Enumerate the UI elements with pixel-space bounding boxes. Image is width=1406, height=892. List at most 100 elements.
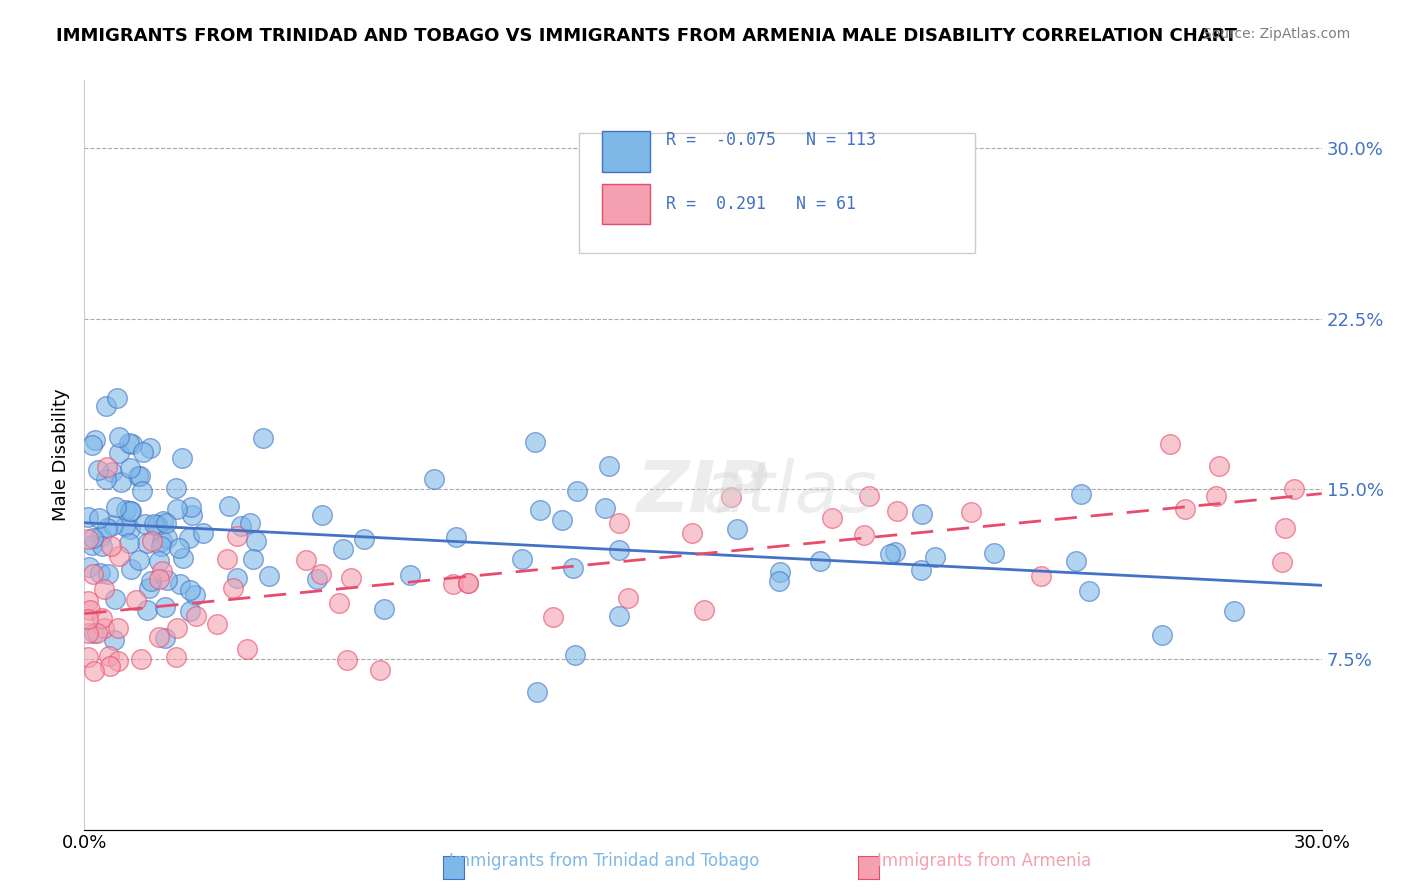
Point bbox=[353, 532, 375, 546]
Point bbox=[129, 468, 152, 483]
Point bbox=[179, 582, 201, 597]
Point bbox=[110, 475, 132, 489]
Point bbox=[1070, 487, 1092, 501]
Point bbox=[101, 465, 124, 479]
Point bbox=[184, 588, 207, 602]
Point bbox=[924, 549, 946, 564]
Point bbox=[328, 595, 350, 609]
Point bbox=[858, 490, 880, 504]
Point bbox=[148, 572, 170, 586]
Point bbox=[152, 564, 174, 578]
Text: Source: ZipAtlas.com: Source: ZipAtlas.com bbox=[1202, 27, 1350, 41]
Point bbox=[340, 571, 363, 585]
FancyBboxPatch shape bbox=[602, 131, 650, 171]
Point bbox=[120, 503, 142, 517]
Point bbox=[523, 435, 546, 450]
Point bbox=[720, 490, 742, 504]
Point bbox=[242, 551, 264, 566]
Point bbox=[808, 554, 831, 568]
Point bbox=[820, 511, 842, 525]
Point bbox=[725, 522, 748, 536]
Point bbox=[93, 621, 115, 635]
Point bbox=[128, 553, 150, 567]
Point bbox=[307, 572, 329, 586]
Point bbox=[77, 532, 100, 546]
Point bbox=[768, 574, 790, 588]
Point bbox=[1150, 628, 1173, 642]
Point bbox=[1174, 502, 1197, 516]
Point bbox=[87, 511, 110, 525]
Point bbox=[853, 527, 876, 541]
Point bbox=[86, 625, 108, 640]
Point bbox=[107, 621, 129, 635]
Point bbox=[96, 521, 118, 535]
Point bbox=[79, 559, 101, 574]
Point bbox=[120, 461, 142, 475]
Point bbox=[311, 508, 333, 523]
Text: R =  -0.075   N = 113: R = -0.075 N = 113 bbox=[666, 131, 876, 149]
Point bbox=[166, 501, 188, 516]
Point bbox=[114, 519, 136, 533]
Point bbox=[148, 630, 170, 644]
Point bbox=[134, 516, 156, 531]
Point bbox=[91, 611, 114, 625]
Point bbox=[336, 653, 359, 667]
Point bbox=[309, 567, 332, 582]
Point bbox=[91, 539, 114, 553]
Point bbox=[541, 610, 564, 624]
Point bbox=[127, 469, 149, 483]
Point bbox=[136, 602, 159, 616]
Point bbox=[125, 592, 148, 607]
Point bbox=[167, 541, 190, 555]
Point bbox=[120, 504, 142, 518]
Point bbox=[910, 563, 932, 577]
Point bbox=[222, 581, 245, 595]
Point bbox=[129, 652, 152, 666]
Point bbox=[1223, 604, 1246, 618]
Point bbox=[1029, 569, 1052, 583]
Point bbox=[598, 458, 620, 473]
Point bbox=[166, 621, 188, 635]
Point bbox=[180, 500, 202, 514]
Point bbox=[593, 501, 616, 516]
Point bbox=[120, 562, 142, 576]
Point bbox=[82, 538, 104, 552]
Point bbox=[225, 529, 247, 543]
Point bbox=[252, 431, 274, 445]
Point bbox=[139, 441, 162, 455]
Point bbox=[141, 574, 163, 588]
Point bbox=[83, 625, 105, 640]
Point bbox=[457, 576, 479, 591]
Point bbox=[108, 549, 131, 563]
Point bbox=[138, 581, 160, 595]
Point bbox=[295, 553, 318, 567]
Point bbox=[118, 535, 141, 549]
Point bbox=[529, 503, 551, 517]
Point bbox=[98, 658, 121, 673]
Point bbox=[457, 575, 479, 590]
Point bbox=[235, 641, 257, 656]
Point bbox=[172, 451, 194, 466]
Point bbox=[1282, 483, 1305, 497]
Point bbox=[153, 632, 176, 646]
Point bbox=[101, 517, 124, 532]
Point bbox=[769, 565, 792, 579]
Point bbox=[607, 516, 630, 531]
Point bbox=[84, 434, 107, 448]
Point bbox=[117, 436, 139, 450]
Point bbox=[87, 463, 110, 477]
Point bbox=[118, 522, 141, 536]
Point bbox=[225, 571, 247, 585]
Point bbox=[77, 612, 100, 626]
Point bbox=[1205, 489, 1227, 503]
Point bbox=[1064, 554, 1087, 568]
Point bbox=[82, 566, 104, 581]
Point bbox=[983, 546, 1005, 560]
Point bbox=[441, 576, 464, 591]
Point bbox=[526, 684, 548, 698]
Point bbox=[1159, 437, 1181, 451]
Point bbox=[1274, 520, 1296, 534]
Point bbox=[510, 552, 533, 566]
Point bbox=[104, 500, 127, 515]
Point bbox=[143, 517, 166, 532]
